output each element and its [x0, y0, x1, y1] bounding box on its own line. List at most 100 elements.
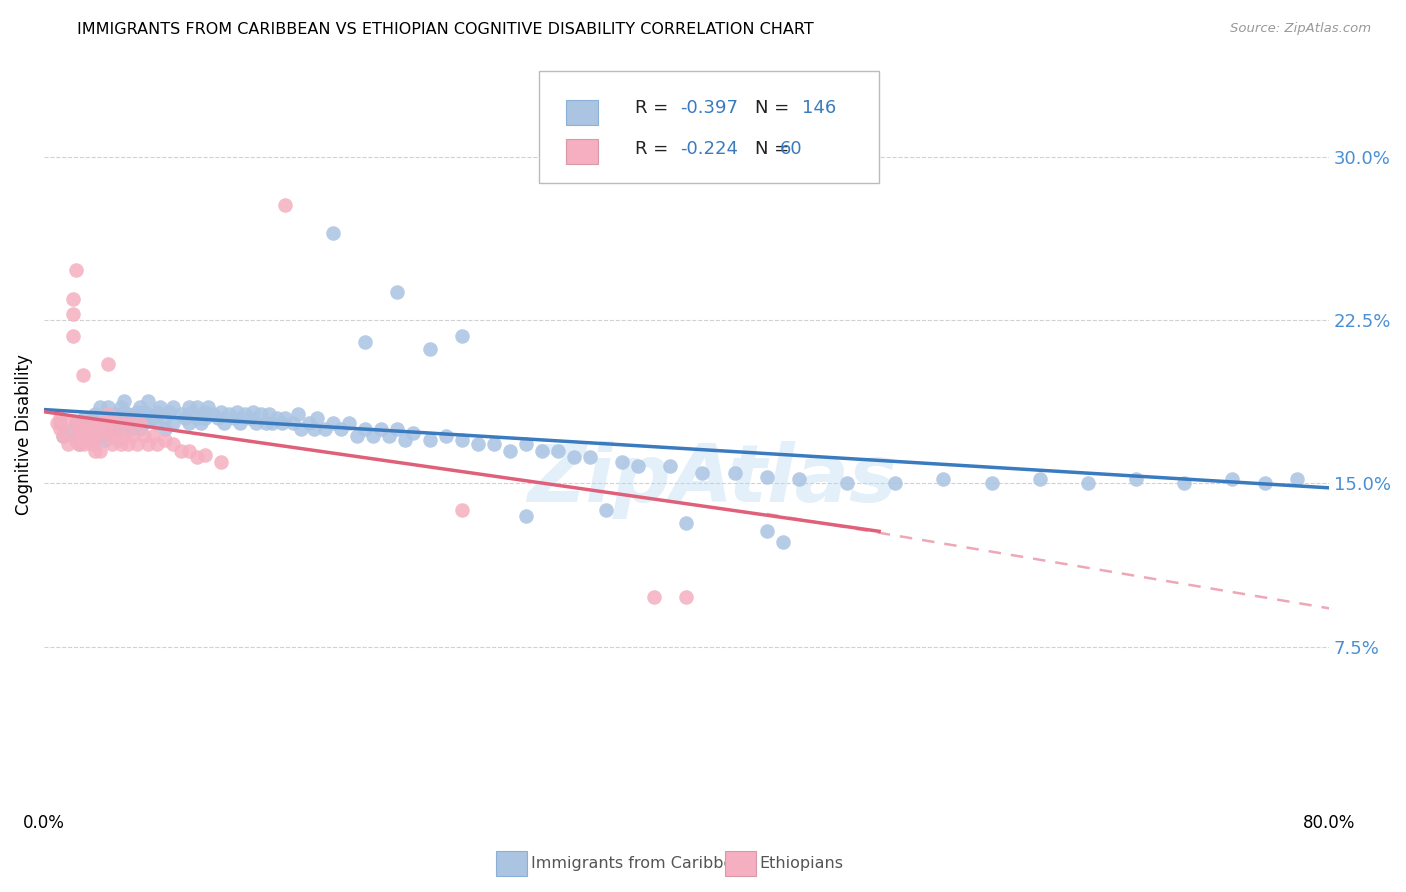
Point	[450, 328, 472, 343]
Point	[69, 420, 91, 434]
Point	[322, 227, 344, 241]
Point	[579, 450, 602, 465]
Point	[233, 407, 256, 421]
Point	[330, 422, 353, 436]
Point	[467, 437, 489, 451]
Point	[145, 405, 167, 419]
Point	[89, 428, 111, 442]
Point	[482, 437, 505, 451]
Text: 146: 146	[801, 99, 837, 118]
Point	[515, 509, 537, 524]
Point	[239, 411, 262, 425]
Point	[129, 401, 152, 415]
Point	[49, 411, 72, 425]
Point	[1077, 476, 1099, 491]
Point	[73, 416, 96, 430]
Point	[62, 307, 84, 321]
Point	[129, 411, 152, 425]
Point	[197, 401, 219, 415]
Point	[177, 401, 200, 415]
Point	[354, 335, 377, 350]
Text: Source: ZipAtlas.com: Source: ZipAtlas.com	[1230, 22, 1371, 36]
Point	[97, 411, 120, 425]
Point	[142, 428, 165, 442]
Point	[89, 443, 111, 458]
Point	[209, 405, 232, 419]
Point	[121, 416, 143, 430]
Point	[180, 405, 202, 419]
Point	[82, 437, 104, 451]
Point	[612, 455, 634, 469]
Point	[1173, 476, 1195, 491]
Point	[77, 433, 100, 447]
Point	[787, 472, 810, 486]
Point	[73, 428, 96, 442]
Point	[84, 407, 107, 421]
Point	[84, 443, 107, 458]
Point	[194, 448, 217, 462]
Point	[105, 416, 128, 430]
Point	[755, 470, 778, 484]
Point	[94, 422, 117, 436]
Point	[73, 411, 96, 425]
Point	[112, 428, 135, 442]
Point	[100, 428, 122, 442]
Text: 60: 60	[779, 140, 801, 158]
Point	[107, 433, 129, 447]
Point	[52, 428, 75, 442]
Point	[157, 405, 180, 419]
Point	[58, 416, 80, 430]
Point	[110, 401, 132, 415]
Text: N =: N =	[755, 99, 794, 118]
Point	[547, 443, 569, 458]
Point	[169, 443, 191, 458]
Text: -0.397: -0.397	[681, 99, 738, 118]
Text: Immigrants from Caribbean: Immigrants from Caribbean	[531, 856, 754, 871]
Point	[69, 437, 91, 451]
Y-axis label: Cognitive Disability: Cognitive Disability	[15, 354, 32, 515]
Point	[153, 433, 176, 447]
Point	[153, 411, 176, 425]
FancyBboxPatch shape	[538, 70, 879, 184]
Point	[274, 198, 297, 212]
Point	[129, 422, 152, 436]
Point	[46, 416, 69, 430]
Point	[97, 401, 120, 415]
Point	[117, 422, 139, 436]
Point	[132, 416, 155, 430]
Point	[49, 416, 72, 430]
Point	[112, 393, 135, 408]
Point	[129, 416, 152, 430]
Point	[138, 407, 160, 421]
Point	[225, 405, 247, 419]
Point	[149, 401, 172, 415]
Point	[250, 407, 273, 421]
Point	[1285, 472, 1308, 486]
Point	[692, 466, 714, 480]
Point	[515, 437, 537, 451]
FancyBboxPatch shape	[565, 139, 598, 164]
Point	[82, 428, 104, 442]
Point	[77, 422, 100, 436]
Point	[207, 411, 229, 425]
Point	[245, 416, 267, 430]
Point	[218, 407, 240, 421]
Point	[104, 422, 127, 436]
Point	[370, 422, 392, 436]
Point	[97, 407, 120, 421]
Point	[190, 416, 212, 430]
Point	[450, 502, 472, 516]
Point	[138, 437, 160, 451]
Point	[132, 428, 155, 442]
Point	[755, 524, 778, 539]
Text: N =: N =	[755, 140, 794, 158]
Point	[290, 422, 312, 436]
Point	[298, 416, 321, 430]
Point	[77, 428, 100, 442]
Point	[110, 437, 132, 451]
Point	[58, 437, 80, 451]
Point	[72, 368, 94, 382]
Point	[562, 450, 585, 465]
Point	[65, 433, 87, 447]
Point	[675, 516, 697, 530]
